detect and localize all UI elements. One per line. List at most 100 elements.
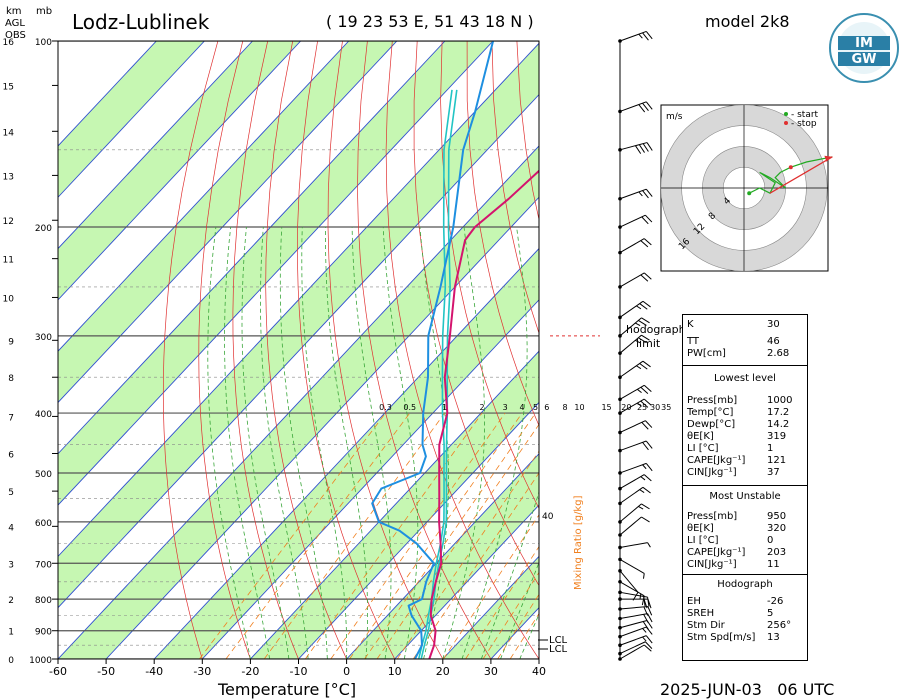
barb-full [645,188,653,197]
hodograph-stat-label: SREH [687,608,715,619]
mixing-ratio-tick: 1 [442,403,447,412]
lowest-level-row: LI [°C] 1 [687,443,803,455]
model-label: model 2k8 [705,12,790,31]
barb-full [645,440,653,449]
moist-adiabat [301,226,348,659]
wind-barb [619,272,645,288]
pressure-tick-label: 800 [35,596,52,606]
lowest-level-label: CIN[Jkg⁻¹] [687,467,737,478]
barb-full [641,421,649,430]
pressure-tick-label: 200 [35,224,52,234]
wind-barb [619,635,647,646]
km-tick-label: 3 [8,560,14,570]
pressure-tick-label: 600 [35,519,52,529]
lowest-level-row: CIN[Jkg⁻¹] 37 [687,467,803,479]
x-tick-label: 40 [532,665,546,678]
logo-text-gw: GW [851,52,876,67]
dry-adiabat [413,41,539,587]
legend-stop-label: - stop [791,119,817,129]
index-tt-row: TT 46 [687,336,803,348]
pressure-tick-label: 100 [35,38,52,48]
km-tick-label: 13 [3,172,14,182]
wind-barb [619,606,648,610]
moist-adiabat [325,227,368,659]
barb-full [645,626,653,635]
barb-full [643,474,652,482]
hodograph-storm-vector [769,156,833,194]
lowest-level-label: CAPE[Jkg⁻¹] [687,455,746,466]
index-pw-row: PW[cm] 2.68 [687,348,803,360]
barb-full [641,334,650,341]
isotherm-line [298,401,539,659]
most-unstable-row: Press[mb] 950 [687,511,803,523]
moist-adiabat [382,226,419,659]
lowest-level-value: 37 [767,467,780,478]
wind-barb [619,591,648,598]
x-tick-label: -60 [49,665,67,678]
index-tt-value: 46 [767,336,780,347]
most-unstable-row: θE[K] 320 [687,523,803,535]
wind-barb [619,101,647,112]
km-tick-label: 14 [3,128,15,138]
run-date: 2025-JUN-03 [660,680,762,699]
barb-half [635,339,641,344]
hodograph-stat-row: Stm Dir 256° [687,620,803,632]
wind-barb [619,30,647,42]
barb-full [639,363,648,370]
mixing-ratio-axis-label: Mixing Ratio [g/kg] [573,495,584,590]
x-tick-label: -30 [193,665,211,678]
mixing-ratio-tick: 4 [520,403,525,412]
dry-adiabat [466,41,539,427]
barb-full [638,104,646,113]
barb-half [635,322,641,326]
barb-full [640,400,649,408]
legend-start-dot [784,112,788,116]
barb-half [642,628,647,633]
barb-full [645,31,653,40]
km-tick-label: 15 [3,82,14,92]
run-datetime: 2025-JUN-03 06 UTC [660,680,834,699]
barb-full [643,272,652,280]
mixing-ratio-line [349,412,523,659]
most-unstable-row: CAPE[Jkg⁻¹] 203 [687,547,803,559]
barb-half [642,464,647,470]
logo-text-im: IM [855,36,873,51]
barb-half [637,402,642,407]
wind-barb [619,474,645,490]
barb-full [647,606,653,616]
mixing-ratio-tick: 5 [533,403,538,412]
km-tick-label: 11 [3,256,14,266]
barb-full [639,303,648,310]
most-unstable-row: CIN[Jkg⁻¹] 11 [687,559,803,571]
barb-full [642,143,649,152]
barb-full [642,486,651,494]
lowest-level-label: Press[mb] [687,395,738,406]
barb-full [638,337,647,344]
mixing-ratio-tick: 30 [650,403,660,412]
isotherm-line [201,299,539,659]
dry-adiabat [162,41,219,659]
km-tick-label: 0 [8,656,14,666]
barb-full [643,644,652,652]
wind-barb [619,238,645,254]
km-tick-label: 5 [8,488,14,498]
km-tick-label: 2 [8,596,14,606]
wind-barb [619,420,646,433]
mixing-ratio-tick: 15 [601,403,611,412]
indices-panel: K 30 TT 46 PW[cm] 2.68 Lowest level Press[m… [682,314,808,661]
temperature-line [428,169,539,659]
legend-stop-dot [784,121,788,125]
km-tick-label: 16 [3,38,15,48]
x-tick-label: 20 [436,665,450,678]
barb-half [637,388,642,394]
isotherm-line [58,41,494,506]
barb-full [646,142,653,151]
hodograph-limit-label: hodograph [626,323,686,336]
barb-full [641,216,649,225]
moist-adiabat [419,226,449,659]
barb-full [641,516,650,523]
barb-full [642,442,649,451]
wind-barb [619,300,644,318]
hodograph-stat-value: 5 [767,608,774,619]
